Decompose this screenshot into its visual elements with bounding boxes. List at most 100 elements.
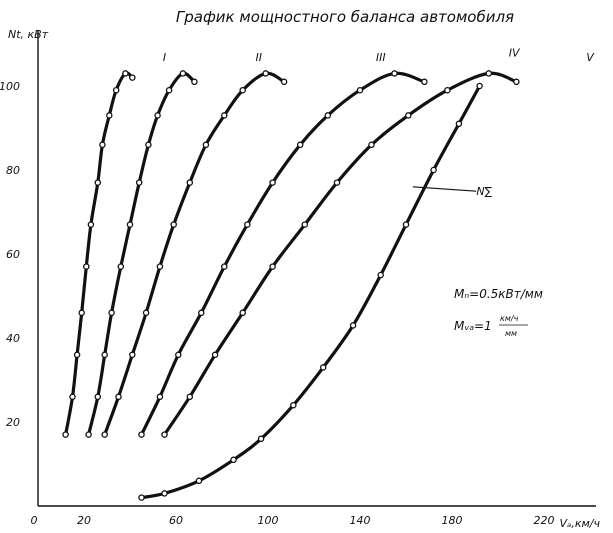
series-label: I [163, 51, 166, 64]
data-point [126, 221, 134, 228]
data-point [202, 141, 210, 149]
data-point [377, 271, 384, 279]
data-point [444, 86, 451, 94]
data-point [85, 431, 92, 438]
scale-notes: Mₙ=0.5кВт/мм Mᵥₐ=1 км/ч мм [454, 287, 543, 338]
x-tick-label: 140 [350, 514, 371, 527]
data-point [269, 179, 276, 186]
data-point [421, 78, 428, 86]
data-point [349, 322, 357, 329]
data-point [138, 431, 145, 438]
data-point [195, 477, 203, 485]
series-label: N∑ [476, 185, 492, 198]
series-label: II [256, 51, 263, 64]
data-point [186, 179, 194, 186]
x-tick-label: 180 [442, 514, 463, 527]
data-point [122, 70, 129, 77]
series-line [162, 71, 518, 437]
series-0: I [62, 51, 166, 438]
data-point [221, 263, 228, 270]
data-point [402, 221, 410, 228]
data-point [262, 70, 269, 77]
y-tick-label: 20 [6, 416, 20, 429]
y-tick-labels: 20 40 60 80 100 [0, 80, 20, 429]
data-point [138, 494, 145, 501]
data-point [145, 141, 152, 149]
data-point [257, 435, 265, 443]
data-point [101, 351, 108, 359]
data-point [175, 351, 182, 359]
chart-title: График мощностного баланса автомобиля [176, 8, 514, 26]
data-point [161, 431, 168, 438]
data-point [186, 393, 194, 401]
series-label: V [586, 51, 595, 64]
series-2: III [101, 51, 386, 438]
series-line [139, 84, 482, 500]
series-line [103, 71, 286, 437]
data-point [62, 431, 69, 438]
data-point [356, 86, 364, 94]
data-point [156, 263, 164, 270]
data-point [99, 141, 106, 149]
data-point [165, 86, 173, 94]
data-point [230, 456, 237, 464]
data-point [94, 393, 102, 401]
data-point [301, 221, 309, 228]
data-point [112, 86, 120, 94]
data-point [73, 351, 81, 359]
data-point [211, 351, 219, 359]
scale-speed-denominator: мм [505, 329, 517, 338]
data-point [476, 82, 483, 90]
series-3: IV [138, 47, 521, 438]
x-tick-labels: 0 20 60 100 140 180 220 [31, 514, 555, 527]
series-1: II [85, 51, 263, 438]
data-point [179, 70, 187, 77]
data-point [117, 263, 125, 270]
data-point [154, 112, 161, 119]
series-layer: I II III IV VN∑ [62, 47, 595, 501]
x-axis-label: Vₐ,км/ч [560, 517, 601, 530]
data-point [156, 393, 164, 401]
series-label: III [376, 51, 386, 64]
y-tick-label: 60 [6, 248, 20, 261]
x-tick-label: 0 [31, 514, 38, 527]
data-point [239, 86, 246, 94]
data-point [83, 263, 90, 270]
x-tick-label: 220 [534, 514, 555, 527]
y-tick-label: 40 [6, 332, 20, 345]
data-point [198, 309, 205, 317]
data-point [485, 70, 493, 77]
series-label: IV [509, 47, 521, 60]
y-axis-label: Nt, кВт [8, 28, 49, 41]
y-tick-label: 80 [6, 164, 20, 177]
data-point [161, 490, 168, 497]
data-point [333, 179, 341, 186]
data-point [368, 141, 375, 149]
axes [37, 30, 596, 507]
data-point [430, 166, 437, 174]
data-point [78, 309, 85, 317]
series-4: V [161, 51, 595, 438]
data-point [94, 179, 102, 186]
n-sum-leader-line [412, 186, 477, 192]
data-point [108, 309, 115, 317]
x-tick-label: 100 [258, 514, 279, 527]
data-point [269, 263, 276, 270]
data-point [244, 221, 251, 228]
scale-speed-note: Mᵥₐ=1 [454, 319, 492, 333]
data-point [87, 221, 95, 228]
scale-speed-numerator: км/ч [500, 314, 519, 323]
data-point [135, 179, 143, 186]
y-tick-label: 100 [0, 80, 20, 93]
series-line [139, 71, 426, 437]
data-point [191, 78, 198, 86]
data-point [129, 351, 136, 359]
data-point [324, 112, 332, 119]
data-point [69, 393, 76, 401]
series-5: N∑ [138, 82, 493, 501]
data-point [142, 309, 150, 317]
data-point [405, 112, 412, 119]
data-point [101, 431, 108, 438]
data-point [513, 78, 520, 86]
